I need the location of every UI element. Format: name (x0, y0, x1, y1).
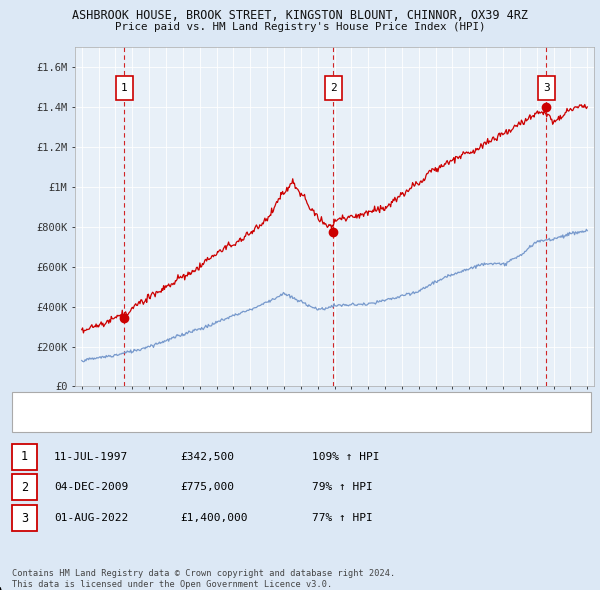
Text: Price paid vs. HM Land Registry's House Price Index (HPI): Price paid vs. HM Land Registry's House … (115, 22, 485, 32)
Text: 2: 2 (21, 481, 28, 494)
Text: £1,400,000: £1,400,000 (180, 513, 248, 523)
Text: 1: 1 (121, 83, 128, 93)
Text: 77% ↑ HPI: 77% ↑ HPI (312, 513, 373, 523)
Text: ASHBROOK HOUSE, BROOK STREET, KINGSTON BLOUNT, CHINNOR, OX39 4RZ: ASHBROOK HOUSE, BROOK STREET, KINGSTON B… (72, 9, 528, 22)
Text: HPI: Average price, detached house, South Oxfordshire: HPI: Average price, detached house, Sout… (57, 416, 342, 425)
Text: Contains HM Land Registry data © Crown copyright and database right 2024.
This d: Contains HM Land Registry data © Crown c… (12, 569, 395, 589)
Text: 3: 3 (21, 512, 28, 525)
Text: ASHBROOK HOUSE, BROOK STREET, KINGSTON BLOUNT, CHINNOR, OX39 4RZ (detached): ASHBROOK HOUSE, BROOK STREET, KINGSTON B… (57, 398, 460, 408)
Text: 109% ↑ HPI: 109% ↑ HPI (312, 452, 380, 461)
Text: 11-JUL-1997: 11-JUL-1997 (54, 452, 128, 461)
Text: £775,000: £775,000 (180, 483, 234, 492)
Text: 01-AUG-2022: 01-AUG-2022 (54, 513, 128, 523)
Text: 3: 3 (543, 83, 550, 93)
Text: 79% ↑ HPI: 79% ↑ HPI (312, 483, 373, 492)
Text: 1: 1 (21, 450, 28, 463)
Text: £342,500: £342,500 (180, 452, 234, 461)
Text: 2: 2 (330, 83, 337, 93)
Text: 04-DEC-2009: 04-DEC-2009 (54, 483, 128, 492)
